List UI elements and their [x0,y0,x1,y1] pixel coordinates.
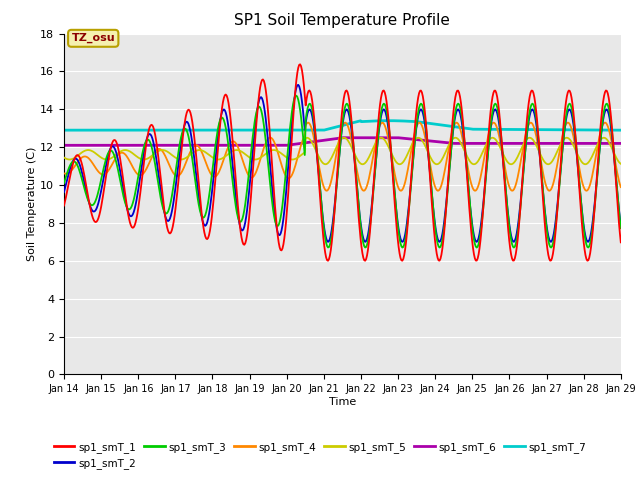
sp1_smT_5 [60,155,68,160]
Y-axis label: Soil Temperature (C): Soil Temperature (C) [28,147,37,261]
sp1_smT_3 [510,245,518,251]
sp1_smT_4 [388,157,396,163]
sp1_smT_2 [481,181,489,187]
sp1_smT_4 [204,163,211,169]
sp1_smT_3 [480,195,488,201]
Title: SP1 Soil Temperature Profile: SP1 Soil Temperature Profile [234,13,451,28]
sp1_smT_6 [339,135,347,141]
sp1_smT_6 [204,143,211,148]
sp1_smT_2 [389,173,397,179]
sp1_smT_3 [313,147,321,153]
sp1_smT_3 [433,236,440,242]
sp1_smT_2 [434,236,442,242]
sp1_smT_1 [324,258,332,264]
Legend: sp1_smT_1, sp1_smT_2, sp1_smT_3, sp1_smT_4, sp1_smT_5, sp1_smT_6, sp1_smT_7: sp1_smT_1, sp1_smT_2, sp1_smT_3, sp1_smT… [49,438,591,473]
sp1_smT_7 [433,121,440,127]
sp1_smT_3 [60,180,68,186]
sp1_smT_5 [617,161,625,167]
sp1_smT_7 [60,127,68,133]
sp1_smT_5 [451,135,459,141]
sp1_smT_5 [204,151,211,156]
X-axis label: Time: Time [329,397,356,407]
Text: TZ_osu: TZ_osu [72,33,115,43]
Line: sp1_smT_1: sp1_smT_1 [64,64,621,261]
sp1_smT_3 [204,205,211,211]
sp1_smT_6 [159,143,166,148]
sp1_smT_1 [159,192,166,198]
Line: sp1_smT_3: sp1_smT_3 [64,96,621,248]
sp1_smT_4 [60,170,68,176]
sp1_smT_2 [617,223,625,228]
Line: sp1_smT_7: sp1_smT_7 [64,120,621,130]
sp1_smT_5 [432,161,440,167]
sp1_smT_3 [389,170,397,176]
sp1_smT_1 [481,180,489,185]
sp1_smT_5 [159,147,166,153]
sp1_smT_5 [312,147,320,153]
sp1_smT_6 [312,138,320,144]
sp1_smT_1 [60,203,68,208]
sp1_smT_1 [296,61,304,67]
sp1_smT_7 [159,127,166,133]
sp1_smT_2 [399,239,406,245]
Line: sp1_smT_2: sp1_smT_2 [64,85,621,242]
sp1_smT_1 [434,255,442,261]
sp1_smT_7 [312,127,320,133]
sp1_smT_2 [204,220,211,226]
sp1_smT_3 [292,93,300,98]
sp1_smT_4 [601,120,609,125]
sp1_smT_1 [390,190,398,196]
sp1_smT_2 [294,82,302,88]
sp1_smT_4 [479,160,487,166]
sp1_smT_7 [389,118,397,124]
sp1_smT_1 [313,149,321,155]
sp1_smT_6 [433,139,440,144]
sp1_smT_5 [481,144,489,150]
sp1_smT_1 [204,236,211,242]
sp1_smT_7 [617,127,625,133]
sp1_smT_3 [159,204,166,209]
sp1_smT_6 [617,141,625,146]
sp1_smT_6 [480,141,488,146]
sp1_smT_7 [385,118,392,123]
sp1_smT_6 [389,135,397,141]
sp1_smT_1 [617,240,625,245]
sp1_smT_5 [470,161,478,167]
sp1_smT_4 [159,148,166,154]
sp1_smT_6 [60,143,68,148]
sp1_smT_5 [388,152,396,158]
Line: sp1_smT_4: sp1_smT_4 [64,122,621,191]
sp1_smT_2 [159,200,166,205]
sp1_smT_4 [432,186,440,192]
sp1_smT_4 [312,145,320,151]
sp1_smT_2 [313,151,321,156]
Line: sp1_smT_5: sp1_smT_5 [64,138,621,164]
sp1_smT_2 [60,189,68,195]
sp1_smT_7 [204,127,211,133]
sp1_smT_4 [617,184,625,190]
sp1_smT_3 [617,225,625,231]
sp1_smT_4 [582,188,590,193]
sp1_smT_7 [480,126,488,132]
Line: sp1_smT_6: sp1_smT_6 [64,138,621,145]
